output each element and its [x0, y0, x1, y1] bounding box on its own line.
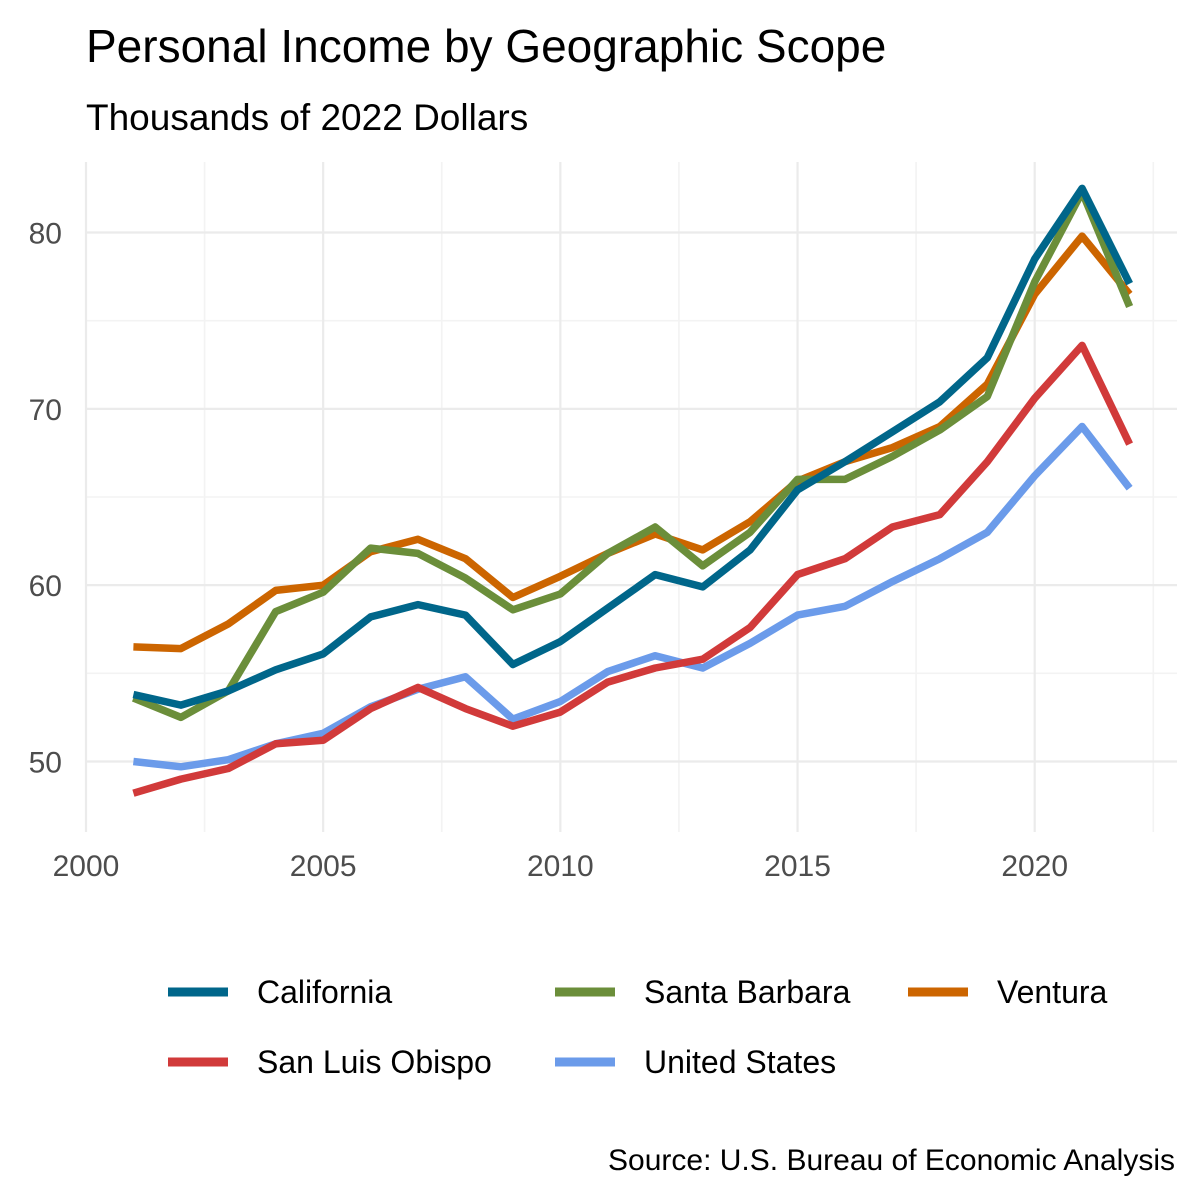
- series-line-ventura: [133, 232, 1133, 653]
- y-tick-label: 60: [29, 570, 62, 603]
- y-tick-label: 70: [29, 394, 62, 427]
- series-line-united-states: [132, 422, 1133, 771]
- x-tick-label: 2015: [764, 850, 831, 883]
- legend-label-san-luis-obispo: San Luis Obispo: [257, 1044, 492, 1080]
- y-tick-label: 50: [29, 746, 62, 779]
- x-tick-label: 2010: [527, 850, 594, 883]
- x-tick-label: 2005: [290, 850, 357, 883]
- chart-title: Personal Income by Geographic Scope: [86, 20, 886, 72]
- chart-caption: Source: U.S. Bureau of Economic Analysis: [608, 1144, 1175, 1177]
- legend-label-united-states: United States: [644, 1044, 836, 1080]
- series-line-california: [132, 184, 1133, 709]
- series-line-san-luis-obispo: [132, 341, 1133, 797]
- chart-subtitle: Thousands of 2022 Dollars: [86, 97, 528, 138]
- y-tick-label: 80: [29, 218, 62, 251]
- legend-label-california: California: [257, 974, 392, 1010]
- x-tick-label: 2020: [1001, 850, 1068, 883]
- legend-label-santa-barbara: Santa Barbara: [644, 974, 851, 1010]
- series-line-santa-barbara: [131, 188, 1134, 722]
- series-lines: [131, 184, 1134, 797]
- legend: California Santa Barbara Ventura San Luis O…: [168, 974, 1108, 1080]
- y-axis: 50 60 70 80: [29, 218, 62, 780]
- x-axis: 2000 2005 2010 2015 2020: [53, 850, 1068, 883]
- x-tick-label: 2000: [53, 850, 120, 883]
- legend-label-ventura: Ventura: [997, 974, 1108, 1010]
